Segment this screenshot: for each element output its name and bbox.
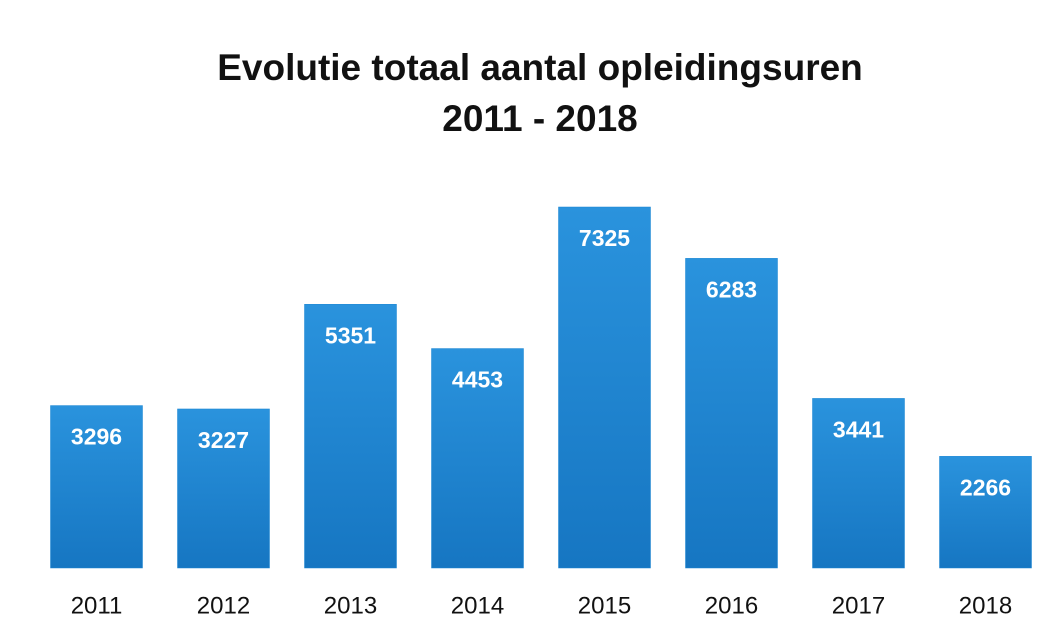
x-tick-label: 2018 [959,592,1012,619]
bar [558,206,651,569]
value-label: 3227 [198,427,249,453]
x-tick-label: 2011 [71,592,123,619]
value-label: 5351 [325,322,376,348]
x-tick-label: 2013 [324,592,377,619]
chart-title: 2011 - 2018 [442,98,637,139]
value-label: 7325 [579,225,630,251]
bar [685,258,778,569]
bar [304,304,397,569]
value-label: 2266 [960,474,1011,500]
value-label: 4453 [452,367,503,393]
x-tick-label: 2016 [705,592,758,619]
value-label: 3296 [71,424,122,450]
x-tick-label: 2014 [451,592,504,619]
bar [50,405,143,569]
bar [939,456,1032,569]
bar [431,348,524,569]
value-label: 6283 [706,276,757,302]
x-tick-label: 2015 [578,592,631,619]
bar [812,398,905,569]
bar [177,408,270,569]
value-label: 3441 [833,416,884,442]
x-tick-label: 2012 [197,592,250,619]
chart-title: Evolutie totaal aantal opleidingsuren [217,47,863,88]
x-tick-label: 2017 [832,592,885,619]
